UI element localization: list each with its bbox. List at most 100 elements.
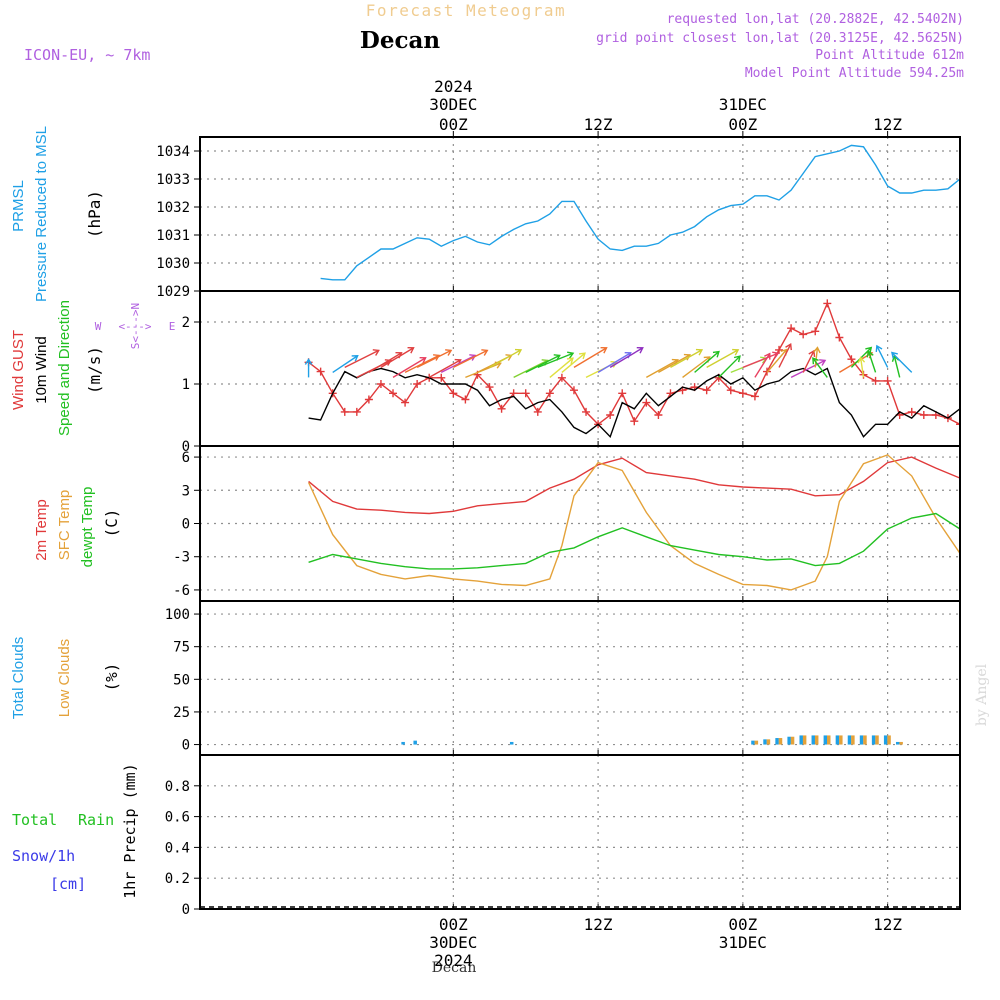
cloud-bar — [799, 735, 803, 745]
cloud-bar — [899, 741, 903, 745]
wind-arrow-head — [481, 349, 489, 356]
compass-marks: <---> — [118, 320, 151, 333]
panel-pressure: 1029 1030 1031 1032 1033 1034 — [156, 136, 961, 300]
snow-label: Snow/1h — [12, 847, 75, 865]
gust-marker — [401, 398, 410, 407]
cloud-bar — [401, 741, 405, 745]
wind-direction-arrow — [893, 355, 901, 378]
prmsl-label: PRMSL — [10, 180, 27, 232]
gust-marker — [956, 420, 960, 429]
gust-marker — [871, 376, 880, 385]
cloud-bar — [859, 735, 864, 745]
wind-arrow-head — [891, 351, 898, 359]
cloud-bar — [413, 740, 417, 745]
panel-temperature-data — [307, 454, 960, 591]
bottom-year-label: 2024 — [434, 951, 473, 970]
panel-clouds: 0 25 50 75 100 — [165, 600, 961, 756]
gust-marker — [497, 404, 506, 413]
wind-direction-arrow — [416, 349, 452, 369]
gust-marker — [654, 411, 663, 419]
wind-direction-arrow — [706, 349, 739, 369]
series-prmsl — [320, 144, 960, 281]
gust-marker — [316, 367, 325, 376]
y-tick-label: 0 — [182, 439, 190, 455]
wind-direction-arrow — [859, 357, 865, 378]
wind-arrow-head — [772, 351, 780, 359]
series-sfc-temp — [307, 454, 960, 591]
wind-direction-arrow — [525, 354, 561, 374]
wind-arrow-head — [695, 348, 704, 356]
y-tick-label: 0.2 — [165, 871, 190, 887]
wind-arrow-head — [732, 348, 740, 356]
gust-marker — [606, 411, 615, 419]
y-tick-label: 0.8 — [165, 779, 190, 795]
total-label: Total — [12, 811, 57, 829]
wind-arrow-head — [785, 342, 792, 351]
bottom-time-label: 12Z — [584, 915, 613, 934]
wind-direction-arrow — [609, 347, 644, 369]
low-clouds-label: Low Clouds — [56, 639, 73, 717]
location-title: Decan — [360, 27, 440, 54]
gust-marker — [835, 333, 844, 342]
gust-marker — [726, 386, 735, 395]
gust-marker — [545, 389, 554, 398]
top-date-label: 30DEC — [429, 95, 477, 114]
wind-10m-label: 10m Wind — [33, 336, 50, 404]
wind-direction-arrow — [549, 357, 574, 378]
y-tick-label: 1032 — [156, 200, 190, 216]
gust-marker — [376, 380, 385, 388]
temp-dewpt-label: dewpt Temp — [79, 487, 96, 568]
y-tick-label: 100 — [165, 607, 190, 623]
y-tick-label: 75 — [173, 640, 190, 656]
cloud-bar — [811, 735, 816, 745]
model-name: ICON-EU, ~ 7km — [24, 46, 150, 64]
wind-direction-arrow — [453, 349, 488, 369]
wind-arrow-head — [567, 351, 575, 359]
y-tick-label: 50 — [173, 672, 190, 688]
wind-gust-label: Wind GUST — [10, 330, 27, 410]
wind-direction-arrow — [891, 352, 913, 373]
y-tick-label: 0.6 — [165, 810, 190, 826]
top-time-label: 12Z — [873, 115, 902, 134]
wind-direction-arrow — [513, 359, 548, 379]
gust-marker — [582, 407, 591, 416]
wind-arrow-head — [372, 349, 380, 356]
gust-marker — [787, 324, 796, 333]
cloud-bar — [775, 738, 779, 745]
temp-unit-label: (C) — [102, 509, 121, 538]
wind-direction-arrow — [597, 352, 632, 374]
y-tick-label: 1 — [182, 377, 190, 393]
wind-direction-arrow — [380, 347, 414, 369]
wind-direction-arrow — [718, 355, 741, 378]
gust-marker — [521, 389, 530, 398]
cloud-bar — [883, 735, 888, 745]
y-tick-label: 0 — [182, 902, 190, 918]
wind-arrow-head — [419, 356, 427, 364]
compass-w: W — [95, 320, 102, 333]
y-tick-label: 0 — [182, 738, 190, 754]
cloud-bar — [895, 741, 900, 745]
wind-direction-arrow — [392, 357, 426, 379]
y-tick-label: 1029 — [156, 284, 190, 300]
wind-arrow-head — [514, 348, 523, 356]
series-dewpt-temp — [308, 512, 960, 570]
cloud-bar — [751, 740, 755, 745]
gust-marker — [702, 386, 711, 395]
gust-marker — [413, 380, 422, 388]
cloud-bar — [823, 735, 828, 745]
gust-marker — [823, 299, 832, 308]
gust-marker — [485, 383, 494, 392]
gust-marker — [919, 411, 928, 419]
rain-label: Rain — [78, 811, 114, 829]
product-title: Forecast Meteogram — [366, 1, 566, 20]
snow-unit-label: [cm] — [50, 875, 86, 893]
wind-direction-arrow — [984, 355, 993, 377]
gust-marker — [775, 345, 784, 354]
wind-direction-arrow — [802, 350, 815, 373]
compass-marks-vertical: S<--->N — [129, 303, 142, 349]
series-10m-wind — [308, 367, 960, 438]
cloud-bar — [814, 735, 819, 745]
cloud-bar — [839, 735, 843, 745]
wind-direction-arrow — [537, 352, 574, 369]
y-tick-label: 1030 — [156, 256, 190, 272]
